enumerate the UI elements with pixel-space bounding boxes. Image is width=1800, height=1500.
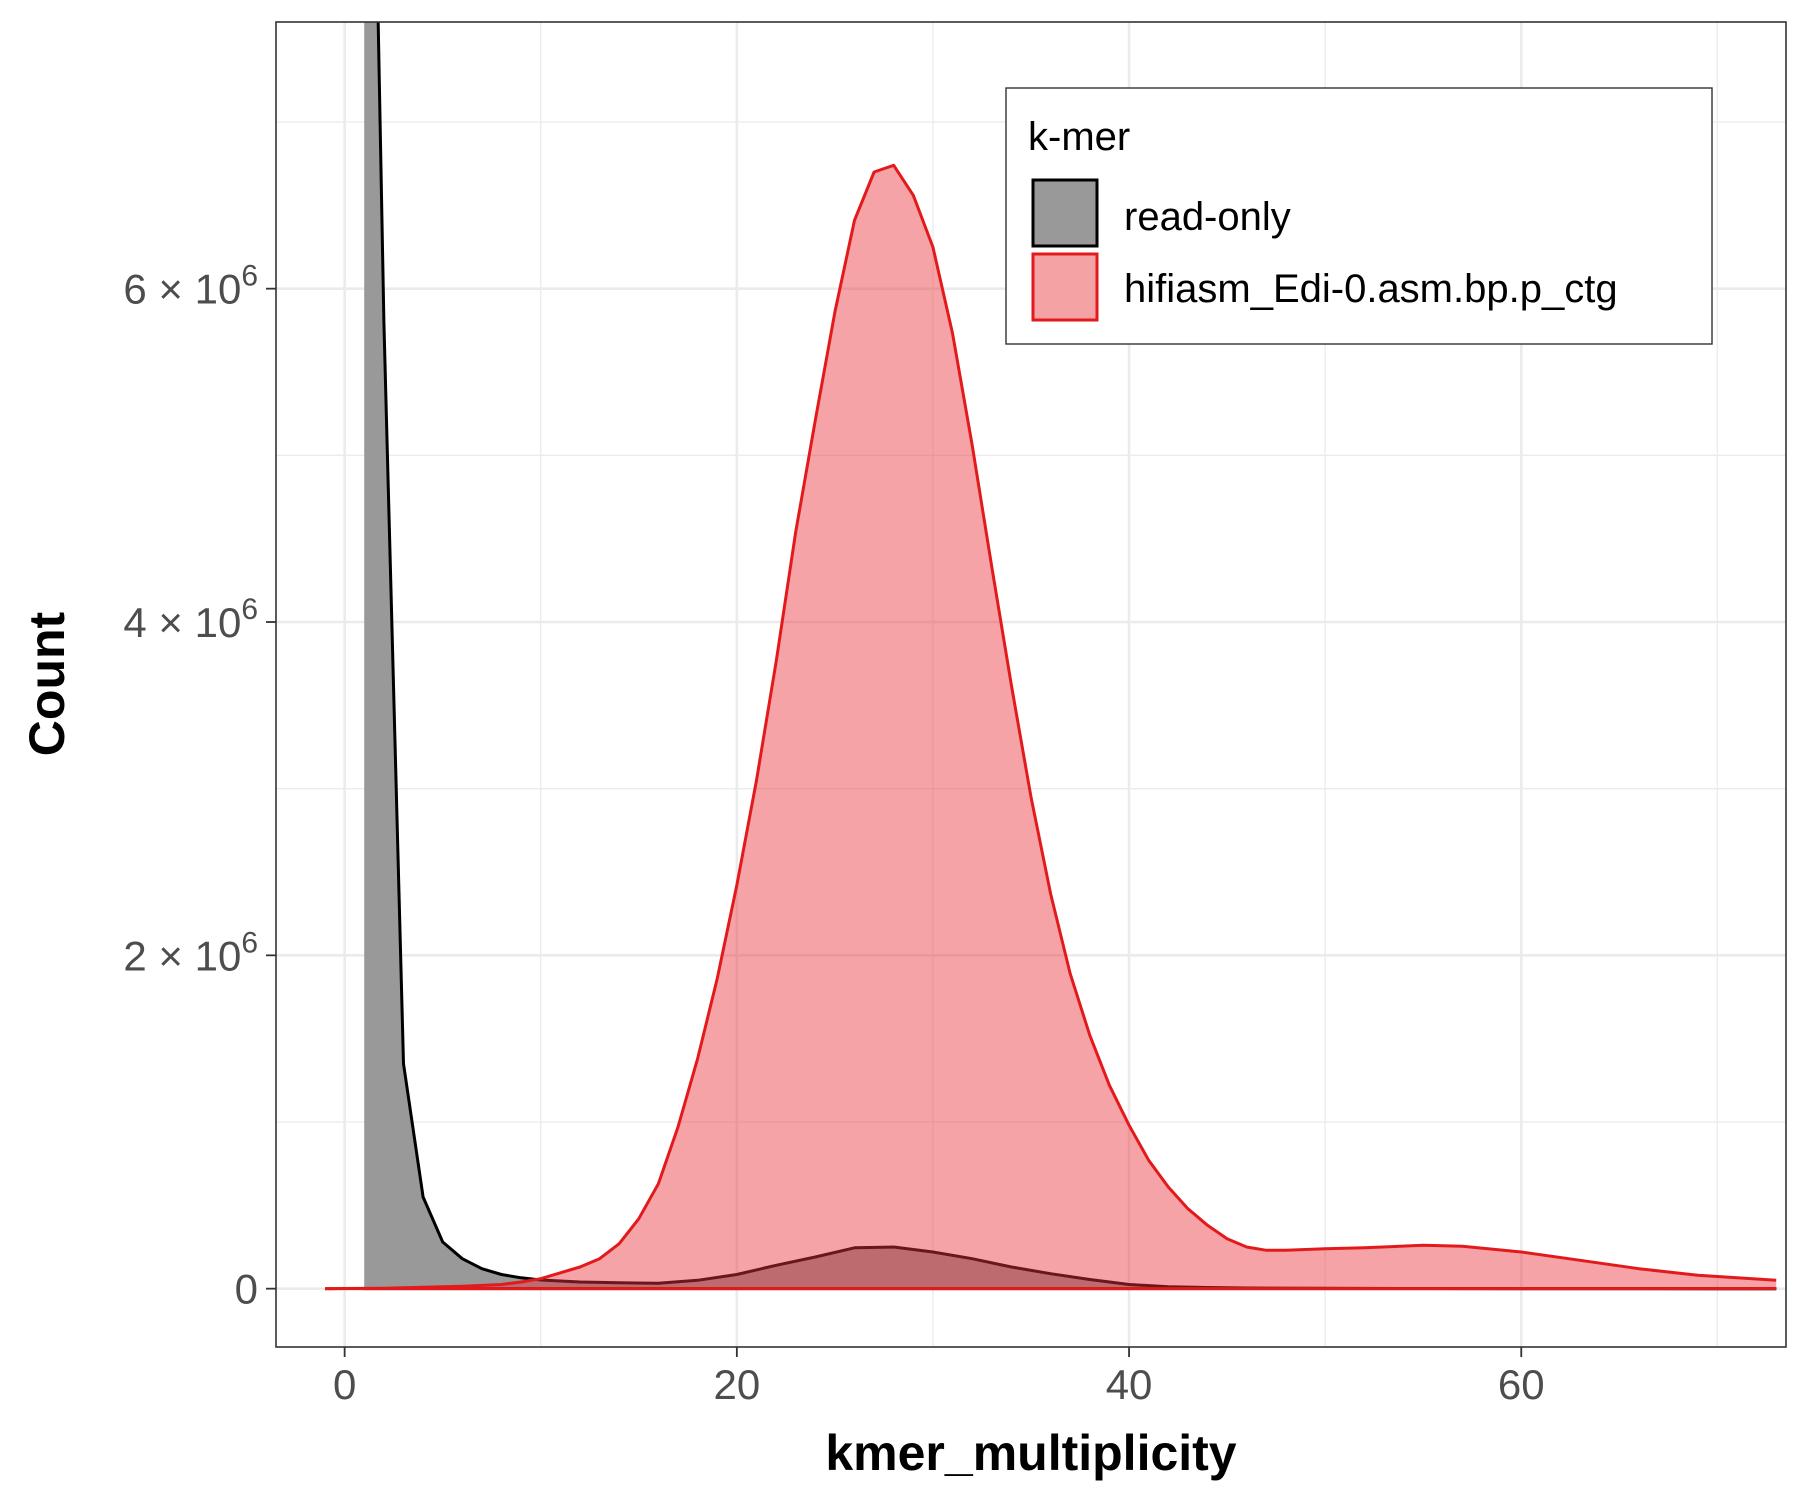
- panel-border: [275, 21, 1787, 1348]
- y-tick-label: 0: [235, 1266, 258, 1313]
- legend-title: k-mer: [1028, 115, 1130, 159]
- y-axis-ticks: 0 2 × 106 4 × 106 6 × 106: [123, 260, 276, 1313]
- legend-label-hifiasm: hifiasm_Edi-0.asm.bp.p_ctg: [1124, 267, 1618, 311]
- legend-key-read-only: [1031, 178, 1099, 248]
- hifiasm-series-area: [325, 165, 1777, 1289]
- hifiasm-series-line: [324, 163, 1777, 1291]
- series-layer: [324, 22, 1777, 1291]
- y-tick-label: 2 × 106: [123, 926, 258, 979]
- y-axis-title: Count: [19, 611, 75, 756]
- y-tick-label: 4 × 106: [123, 593, 258, 646]
- x-tick-label: 60: [1498, 1361, 1545, 1408]
- legend-key-hifiasm: [1031, 252, 1099, 322]
- y-tick-label: 6 × 106: [123, 260, 258, 313]
- legend-label-read-only: read-only: [1124, 195, 1291, 239]
- legend: k-mer read-only hifiasm_Edi-0.asm.bp.p_c…: [1005, 87, 1713, 345]
- x-tick-label: 20: [713, 1361, 760, 1408]
- x-axis-ticks: 0 20 40 60: [333, 1347, 1545, 1408]
- x-tick-label: 40: [1106, 1361, 1153, 1408]
- legend-box: [1005, 87, 1713, 345]
- x-tick-label: 0: [333, 1361, 356, 1408]
- x-axis-title: kmer_multiplicity: [825, 1425, 1236, 1481]
